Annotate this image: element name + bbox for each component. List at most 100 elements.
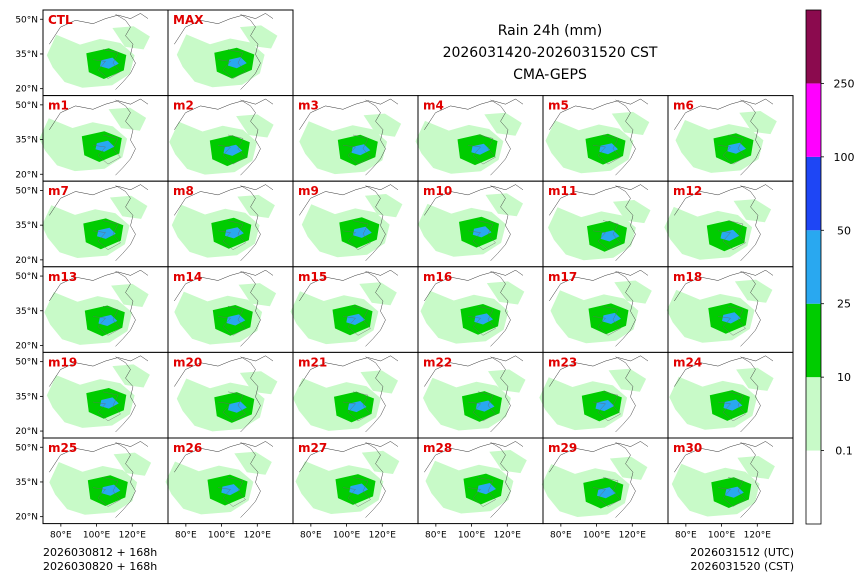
lon-tick-label: 120°E <box>494 531 522 541</box>
panel-m7-rain-heavy <box>97 227 116 239</box>
panel-m17-rain-light-north <box>614 280 652 304</box>
colorbar-label: 0.1 <box>835 445 853 458</box>
panel-m18-rain-heavy <box>722 312 741 324</box>
panel-m26-rain-light-north <box>234 451 272 475</box>
panel-m26-country-border <box>174 441 274 473</box>
colorbar-segment <box>806 450 821 524</box>
panel-ctl-coastline <box>115 14 136 90</box>
panel-m10-rain-light-north <box>485 193 523 217</box>
panel-m29-province-lines <box>592 477 621 507</box>
lat-tick-label: 35°N <box>15 221 38 231</box>
colorbar-label: 25 <box>837 298 851 311</box>
panel-m14-province-lines <box>217 306 246 336</box>
panel-m25-country-border <box>49 441 149 473</box>
lat-tick-label: 20°N <box>15 170 38 180</box>
panel-m22-province-lines <box>467 391 496 422</box>
panel-m15-country-border <box>299 269 399 302</box>
chart-subtitle-model: CMA-GEPS <box>513 67 587 83</box>
panel-m18-province-lines <box>717 306 746 336</box>
panel-m8-country-border <box>174 184 274 216</box>
lat-tick-label: 35°N <box>15 307 38 317</box>
panel-m28-rain-heavy <box>477 483 496 495</box>
panel-m20-rain-light-north <box>239 371 278 395</box>
panel-m5-label: m5 <box>548 99 569 113</box>
panel-m28-coastline <box>490 442 511 518</box>
panel-m16-rain-heavy <box>474 313 493 325</box>
lon-tick-label: 80°E <box>425 531 447 541</box>
panel-m25-province-lines <box>92 477 121 507</box>
panel-m27-country-border <box>299 441 399 473</box>
panel-m3-coastline <box>365 99 386 176</box>
panel-m30-rain-light-north <box>737 456 775 480</box>
panel-m21-country-border <box>299 355 399 387</box>
panel-m23-province-lines <box>592 391 621 422</box>
panel-m15-rain-light-north <box>359 282 397 306</box>
panel-m27-coastline <box>365 442 386 518</box>
panel-m10-coastline <box>490 185 511 261</box>
panel-m11-coastline <box>615 185 636 261</box>
panel-m10-province-lines <box>467 220 496 250</box>
lat-tick-label: 20°N <box>15 427 38 437</box>
lat-tick-label: 35°N <box>15 136 38 146</box>
panel-m7-label: m7 <box>48 184 69 198</box>
panel-m10-rain-heavy <box>472 226 492 238</box>
lat-tick-label: 35°N <box>15 50 38 60</box>
panel-m5-coastline <box>615 99 636 176</box>
chart-title: Rain 24h (mm) <box>497 23 603 39</box>
panel-m30-province-lines <box>717 477 746 507</box>
panel-m5-rain-heavy <box>599 143 618 155</box>
panel-m24-label: m24 <box>673 355 702 369</box>
panel-m29-rain-light-north <box>609 456 648 480</box>
panel-m17-province-lines <box>592 306 621 336</box>
panel-m30-coastline <box>740 442 761 518</box>
panel-m29-label: m29 <box>548 441 577 455</box>
panel-m23-country-border <box>549 355 649 387</box>
colorbar-segment <box>806 230 821 304</box>
panel-m22-rain-light-north <box>488 369 526 393</box>
lon-tick-label: 120°E <box>619 531 647 541</box>
panel-m1-coastline <box>115 99 136 176</box>
lat-tick-label: 50°N <box>15 15 38 25</box>
panel-m19-province-lines <box>92 391 121 422</box>
lat-tick-label: 50°N <box>15 101 38 111</box>
colorbar-segment <box>806 83 821 157</box>
chart-subtitle-period: 2026031420-2026031520 CST <box>442 45 658 61</box>
panel-m22-rain-heavy <box>475 400 495 412</box>
colorbar-label: 10 <box>837 371 851 384</box>
panel-m6-rain-light-north <box>739 111 777 135</box>
panel-max-country-border <box>174 13 274 45</box>
panel-m26-coastline <box>240 442 261 518</box>
lon-tick-label: 80°E <box>175 531 197 541</box>
panel-m10-label: m10 <box>423 184 452 198</box>
panel-m14-coastline <box>240 270 261 347</box>
panel-m11-rain-light-north <box>613 200 651 224</box>
panel-m1-rain-heavy <box>95 140 115 152</box>
lon-tick-label: 100°E <box>708 531 736 541</box>
lon-tick-label: 100°E <box>83 531 111 541</box>
panel-m20-country-border <box>174 355 274 387</box>
panel-m12-label: m12 <box>673 184 702 198</box>
panel-m21-coastline <box>365 356 386 433</box>
panel-m28-country-border <box>424 441 524 473</box>
panel-m1-rain-light-north <box>108 107 147 131</box>
panel-m17-coastline <box>615 270 636 347</box>
panel-m19-rain-light-north <box>112 364 150 388</box>
panel-m23-rain-heavy <box>595 400 615 412</box>
panel-ctl-rain-heavy <box>100 57 119 69</box>
colorbar-label: 50 <box>837 224 851 237</box>
panel-m8-coastline <box>240 185 261 261</box>
lon-tick-label: 80°E <box>675 531 697 541</box>
panel-m13-country-border <box>49 269 149 302</box>
panel-m5-rain-light-north <box>611 111 650 135</box>
colorbar-segment <box>806 303 821 378</box>
colorbar-label: 100 <box>834 151 855 164</box>
panel-m6-coastline <box>740 99 761 176</box>
lon-tick-label: 80°E <box>300 531 322 541</box>
lat-tick-label: 20°N <box>15 341 38 351</box>
panel-m1-country-border <box>49 98 149 130</box>
panel-m11-label: m11 <box>548 184 577 198</box>
panel-m16-province-lines <box>467 306 496 336</box>
panel-m11-province-lines <box>592 220 621 250</box>
panel-m9-rain-light-north <box>364 194 403 218</box>
